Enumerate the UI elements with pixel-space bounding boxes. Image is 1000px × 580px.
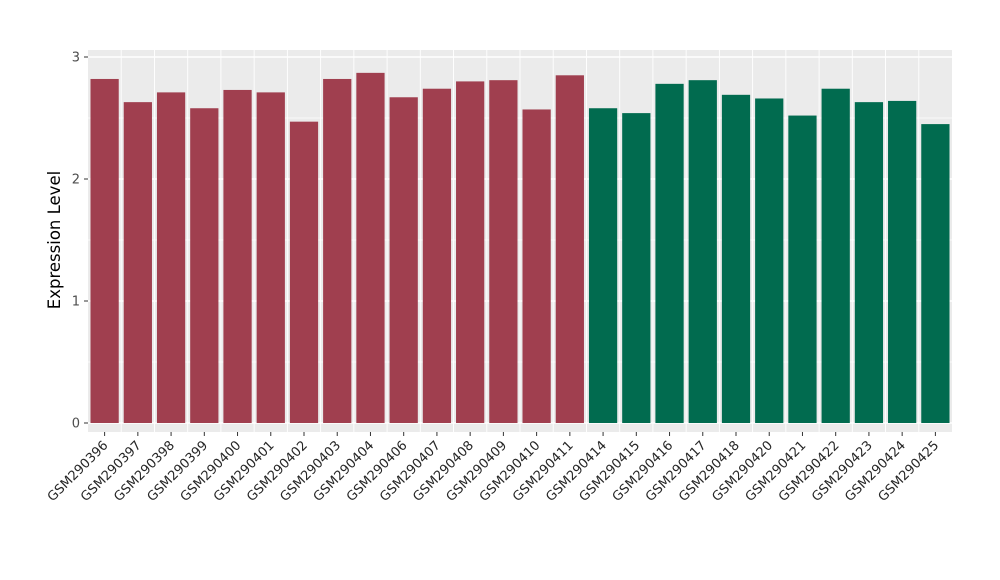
bar-GSM290424 — [888, 100, 917, 424]
bar-GSM290423 — [854, 102, 884, 423]
bar-GSM290411 — [555, 75, 584, 424]
bar-GSM290408 — [456, 81, 485, 424]
bar-GSM290407 — [422, 88, 452, 423]
bar-GSM290414 — [588, 108, 618, 424]
bar-GSM290420 — [755, 98, 784, 423]
bar-GSM290400 — [223, 89, 252, 423]
bar-GSM290425 — [921, 124, 950, 423]
bar-GSM290417 — [688, 80, 717, 424]
bar-GSM290410 — [522, 109, 551, 424]
y-tick-label: 1 — [72, 295, 80, 310]
bar-GSM290396 — [90, 78, 119, 424]
bar-GSM290397 — [123, 102, 152, 423]
bar-GSM290421 — [788, 115, 817, 423]
bar-GSM290406 — [389, 97, 418, 423]
bar-GSM290422 — [821, 88, 850, 423]
y-tick-label: 2 — [72, 173, 80, 188]
bar-GSM290415 — [622, 113, 651, 424]
bar-GSM290404 — [356, 72, 385, 424]
y-tick-label: 3 — [72, 51, 80, 66]
bar-GSM290416 — [655, 83, 684, 423]
y-tick-label: 0 — [72, 417, 80, 432]
bar-GSM290398 — [156, 92, 186, 423]
bar-GSM290403 — [323, 78, 352, 424]
y-axis-title: Expression Level — [45, 171, 64, 309]
bar-GSM290402 — [289, 121, 319, 423]
bar-GSM290418 — [721, 94, 751, 423]
bar-GSM290399 — [190, 108, 219, 424]
bar-GSM290409 — [489, 80, 518, 424]
bar-GSM290401 — [256, 92, 285, 423]
